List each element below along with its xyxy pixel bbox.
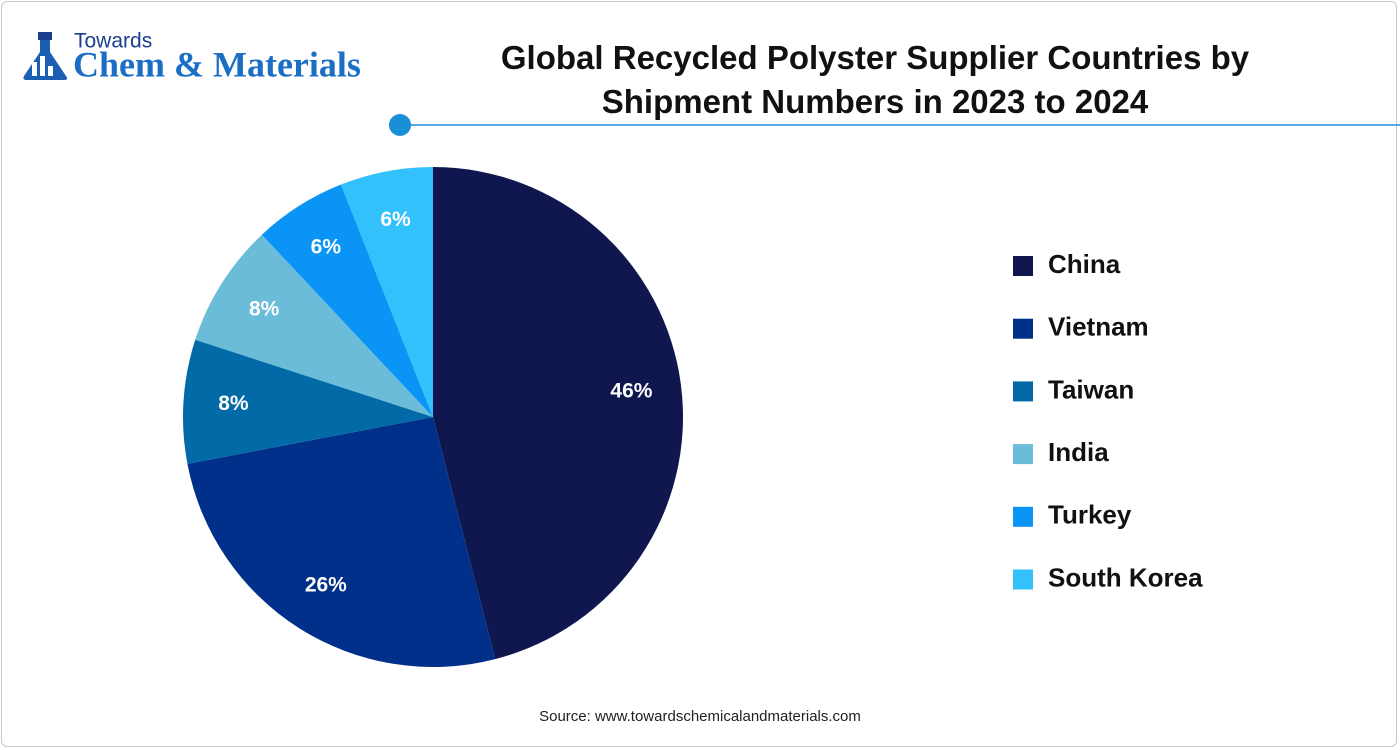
value-label: 8% (249, 297, 280, 320)
chart-title: Global Recycled Polyster Supplier Countr… (500, 39, 1250, 120)
legend-label: India (1048, 437, 1109, 467)
legend-swatch (1013, 381, 1033, 402)
value-label: 6% (311, 236, 342, 259)
title-dot (389, 114, 411, 136)
pie-slice (183, 339, 433, 464)
legend-swatch (1013, 318, 1033, 339)
pie-slice (433, 167, 684, 660)
pie-slice (261, 184, 433, 417)
legend-label: Vietnam (1048, 312, 1149, 342)
pie-slice (195, 234, 433, 417)
legend-swatch (1013, 256, 1033, 276)
logo-icon (23, 32, 68, 80)
legend-label: Turkey (1048, 500, 1132, 530)
value-label: 6% (380, 208, 411, 231)
legend-swatch (1013, 444, 1033, 465)
pie-slice (340, 167, 433, 417)
legend-label: Taiwan (1048, 374, 1134, 404)
legend-label: South Korea (1048, 562, 1203, 592)
logo-main: Chem & Materials (73, 44, 361, 84)
value-label: 46% (610, 379, 652, 402)
value-label: 8% (218, 392, 249, 415)
legend-label: China (1048, 249, 1121, 279)
logo-top: Towards (74, 30, 152, 53)
pie-slice (187, 417, 496, 667)
legend-swatch (1013, 506, 1033, 527)
value-label: 26% (305, 573, 347, 596)
legend-swatch (1013, 569, 1033, 590)
source: Source: www.towardschemicalandmaterials.… (539, 708, 861, 725)
